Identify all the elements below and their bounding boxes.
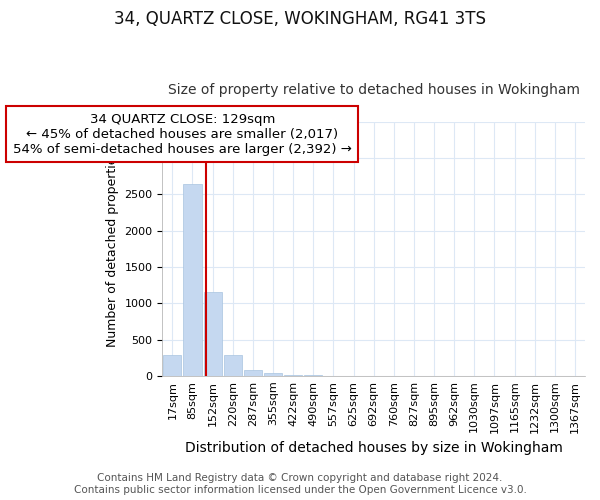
- Bar: [264, 372, 282, 376]
- Bar: [224, 356, 242, 376]
- Title: Size of property relative to detached houses in Wokingham: Size of property relative to detached ho…: [167, 83, 580, 97]
- Bar: [203, 292, 221, 376]
- Text: 34, QUARTZ CLOSE, WOKINGHAM, RG41 3TS: 34, QUARTZ CLOSE, WOKINGHAM, RG41 3TS: [114, 10, 486, 28]
- X-axis label: Distribution of detached houses by size in Wokingham: Distribution of detached houses by size …: [185, 441, 563, 455]
- Bar: [244, 370, 262, 376]
- Bar: [284, 375, 302, 376]
- Bar: [184, 184, 202, 376]
- Text: 34 QUARTZ CLOSE: 129sqm
← 45% of detached houses are smaller (2,017)
54% of semi: 34 QUARTZ CLOSE: 129sqm ← 45% of detache…: [13, 112, 352, 156]
- Bar: [163, 356, 181, 376]
- Text: Contains HM Land Registry data © Crown copyright and database right 2024.
Contai: Contains HM Land Registry data © Crown c…: [74, 474, 526, 495]
- Y-axis label: Number of detached properties: Number of detached properties: [106, 150, 119, 348]
